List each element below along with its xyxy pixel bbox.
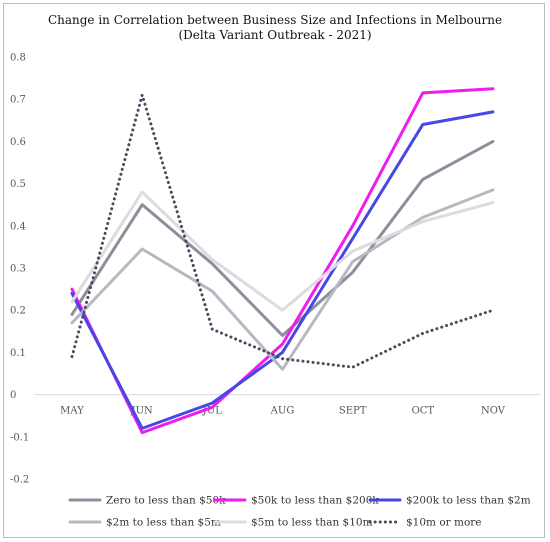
x-tick-label: AUG [270,406,295,417]
series-line [70,93,495,369]
x-tick-label: SEPT [339,406,367,417]
legend-label: $10m or more [406,517,482,529]
y-tick-label: 0.1 [10,348,26,359]
legend-label: $2m to less than $5m [106,517,221,529]
y-tick-label: -0.2 [10,475,29,486]
legend-label: $200k to less than $2m [406,495,531,507]
legend-label: $5m to less than $10m [251,517,373,529]
chart-title: Change in Correlation between Business S… [47,13,503,27]
legend-label: $50k to less than $200k [251,495,379,507]
x-tick-label: OCT [412,406,435,417]
series-lines [70,87,495,435]
y-tick-label: 0.7 [10,95,26,106]
legend-label: Zero to less than $50k [106,495,226,507]
y-tick-label: -0.1 [10,432,29,443]
series-line [70,139,495,337]
x-tick-label: MAY [60,406,84,417]
y-axis-ticks: -0.2 -0.1 0 0.1 0.2 0.3 0.4 0.5 0.6 0.7 0.8 [10,53,29,486]
chart-subtitle: (Delta Variant Outbreak - 2021) [178,28,372,42]
x-tick-label: JUL [202,406,222,417]
y-tick-label: 0.8 [10,53,26,64]
series-line [70,188,495,371]
x-tick-label: JUN [131,406,153,417]
y-tick-label: 0.4 [10,221,26,232]
series-line [70,110,495,430]
x-tick-label: NOV [481,406,506,417]
x-axis-ticks: MAY JUN JUL AUG SEPT OCT NOV [60,406,506,417]
series-line [70,87,495,435]
legend: Zero to less than $50k $50k to less than … [68,495,531,529]
y-tick-label: 0.5 [10,179,26,190]
y-tick-label: 0.2 [10,306,26,317]
y-tick-label: 0.3 [10,264,26,275]
series-line [70,190,495,312]
y-tick-label: 0 [10,390,16,401]
y-tick-label: 0.6 [10,137,26,148]
